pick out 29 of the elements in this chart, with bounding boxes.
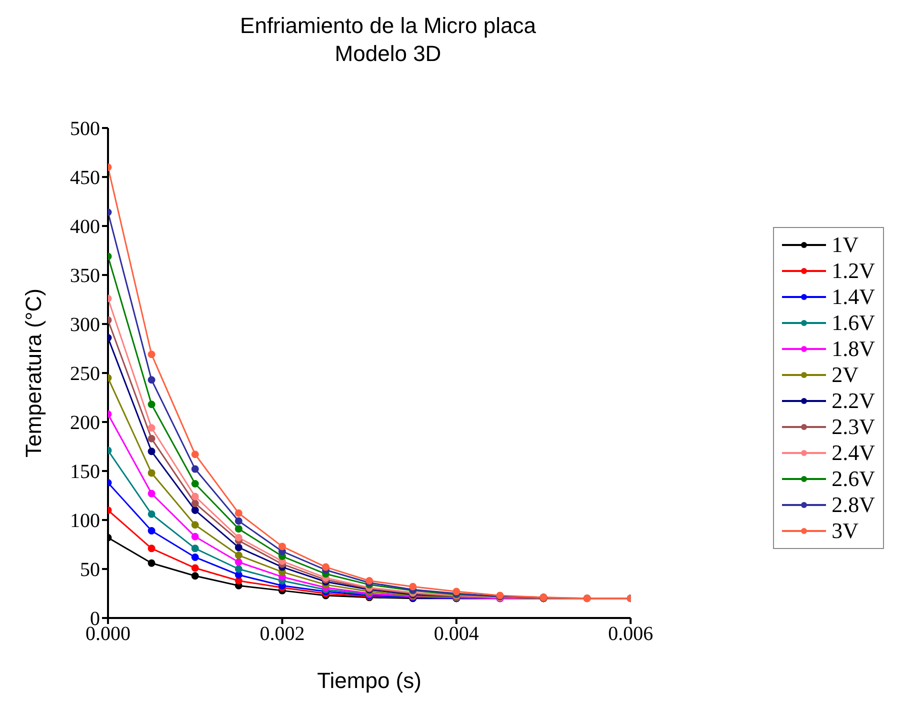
x-tick-label: 0.006	[608, 623, 654, 646]
legend-label: 2V	[832, 362, 858, 388]
y-tick-label: 500	[70, 118, 100, 140]
legend-label: 3V	[832, 518, 858, 544]
legend-label: 2.8V	[832, 492, 875, 518]
y-tick-label: 350	[70, 265, 100, 288]
x-tick-label: 0.002	[260, 623, 305, 646]
y-tick-label: 150	[70, 461, 100, 484]
y-tick-label: 400	[70, 216, 100, 238]
chart-subtitle: Modelo 3D	[334, 40, 442, 68]
legend-label: 2.3V	[832, 414, 875, 440]
legend-label: 2.2V	[832, 388, 875, 414]
y-tick-label: 300	[70, 314, 100, 336]
legend-label: 1.4V	[832, 284, 875, 310]
legend-label: 1.2V	[832, 258, 875, 284]
y-axis-title: Temperatura (°C)	[20, 288, 46, 458]
y-tick-label: 50	[80, 559, 100, 582]
y-tick-label: 200	[70, 412, 100, 434]
y-tick-label: 250	[70, 363, 100, 386]
y-tick-label: 100	[70, 510, 100, 532]
x-tick-label: 0.004	[434, 623, 479, 646]
legend-label: 2.4V	[832, 440, 875, 466]
legend-label: 2.6V	[832, 466, 875, 492]
chart-title: Enfriamiento de la Micro placa	[239, 12, 537, 40]
legend-label: 1V	[832, 232, 858, 258]
legend-label: 1.6V	[832, 310, 875, 336]
legend-label: 1.8V	[832, 336, 875, 362]
x-axis-title: Tiempo (s)	[317, 668, 422, 693]
y-tick-label: 450	[70, 167, 100, 190]
